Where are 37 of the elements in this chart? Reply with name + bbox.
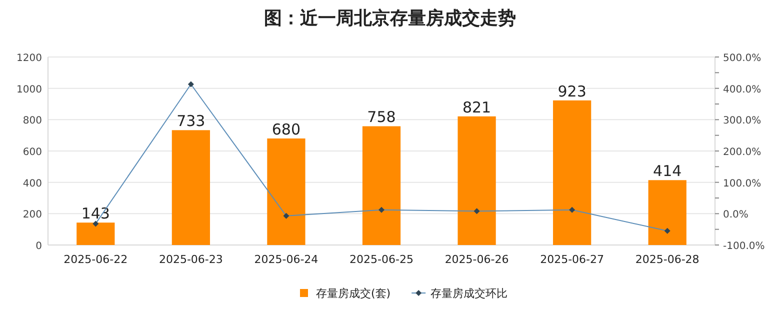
x-tick-label: 2025-06-22 xyxy=(64,253,128,266)
bar xyxy=(553,100,592,245)
data-label: 923 xyxy=(558,82,586,100)
y2-tick-label: 100.0% xyxy=(723,178,762,190)
y2-tick-label: 200.0% xyxy=(723,147,762,158)
data-label: 680 xyxy=(272,120,301,138)
bar xyxy=(458,116,496,245)
y-tick-label: 600 xyxy=(22,147,42,158)
y2-tick-label: 500.0% xyxy=(723,53,762,64)
x-tick-label: 2025-06-25 xyxy=(350,253,414,266)
bar xyxy=(172,130,210,245)
data-label: 758 xyxy=(367,108,396,126)
data-label: 733 xyxy=(176,112,206,130)
y2-tick-label: 400.0% xyxy=(723,84,762,96)
chart-title: 图：近一周北京存量房成交走势 xyxy=(264,8,516,29)
y-tick-label: 200 xyxy=(22,210,42,221)
y-tick-label: 400 xyxy=(22,178,42,190)
bar xyxy=(267,138,306,245)
y-tick-label: 800 xyxy=(22,116,42,127)
x-tick-label: 2025-06-24 xyxy=(254,253,318,266)
x-tick-label: 2025-06-27 xyxy=(540,253,604,266)
bar xyxy=(76,222,115,245)
bar xyxy=(648,180,686,245)
data-label: 821 xyxy=(462,98,492,116)
y2-tick-label: -100.0% xyxy=(723,241,765,252)
x-tick-label: 2025-06-28 xyxy=(635,253,700,266)
y-tick-label: 1200 xyxy=(16,53,42,64)
x-tick-label: 2025-06-26 xyxy=(444,253,509,266)
legend-label: 存量房成交(套) xyxy=(316,287,391,300)
x-tick-label: 2025-06-23 xyxy=(158,253,223,266)
data-label: 414 xyxy=(653,162,682,180)
y-tick-label: 0 xyxy=(36,241,42,252)
y2-tick-label: 0.0% xyxy=(723,210,748,221)
y2-tick-label: 300.0% xyxy=(723,116,762,127)
bar xyxy=(362,126,401,245)
legend-label: 存量房成交环比 xyxy=(430,287,508,300)
y-tick-label: 1000 xyxy=(16,84,42,96)
